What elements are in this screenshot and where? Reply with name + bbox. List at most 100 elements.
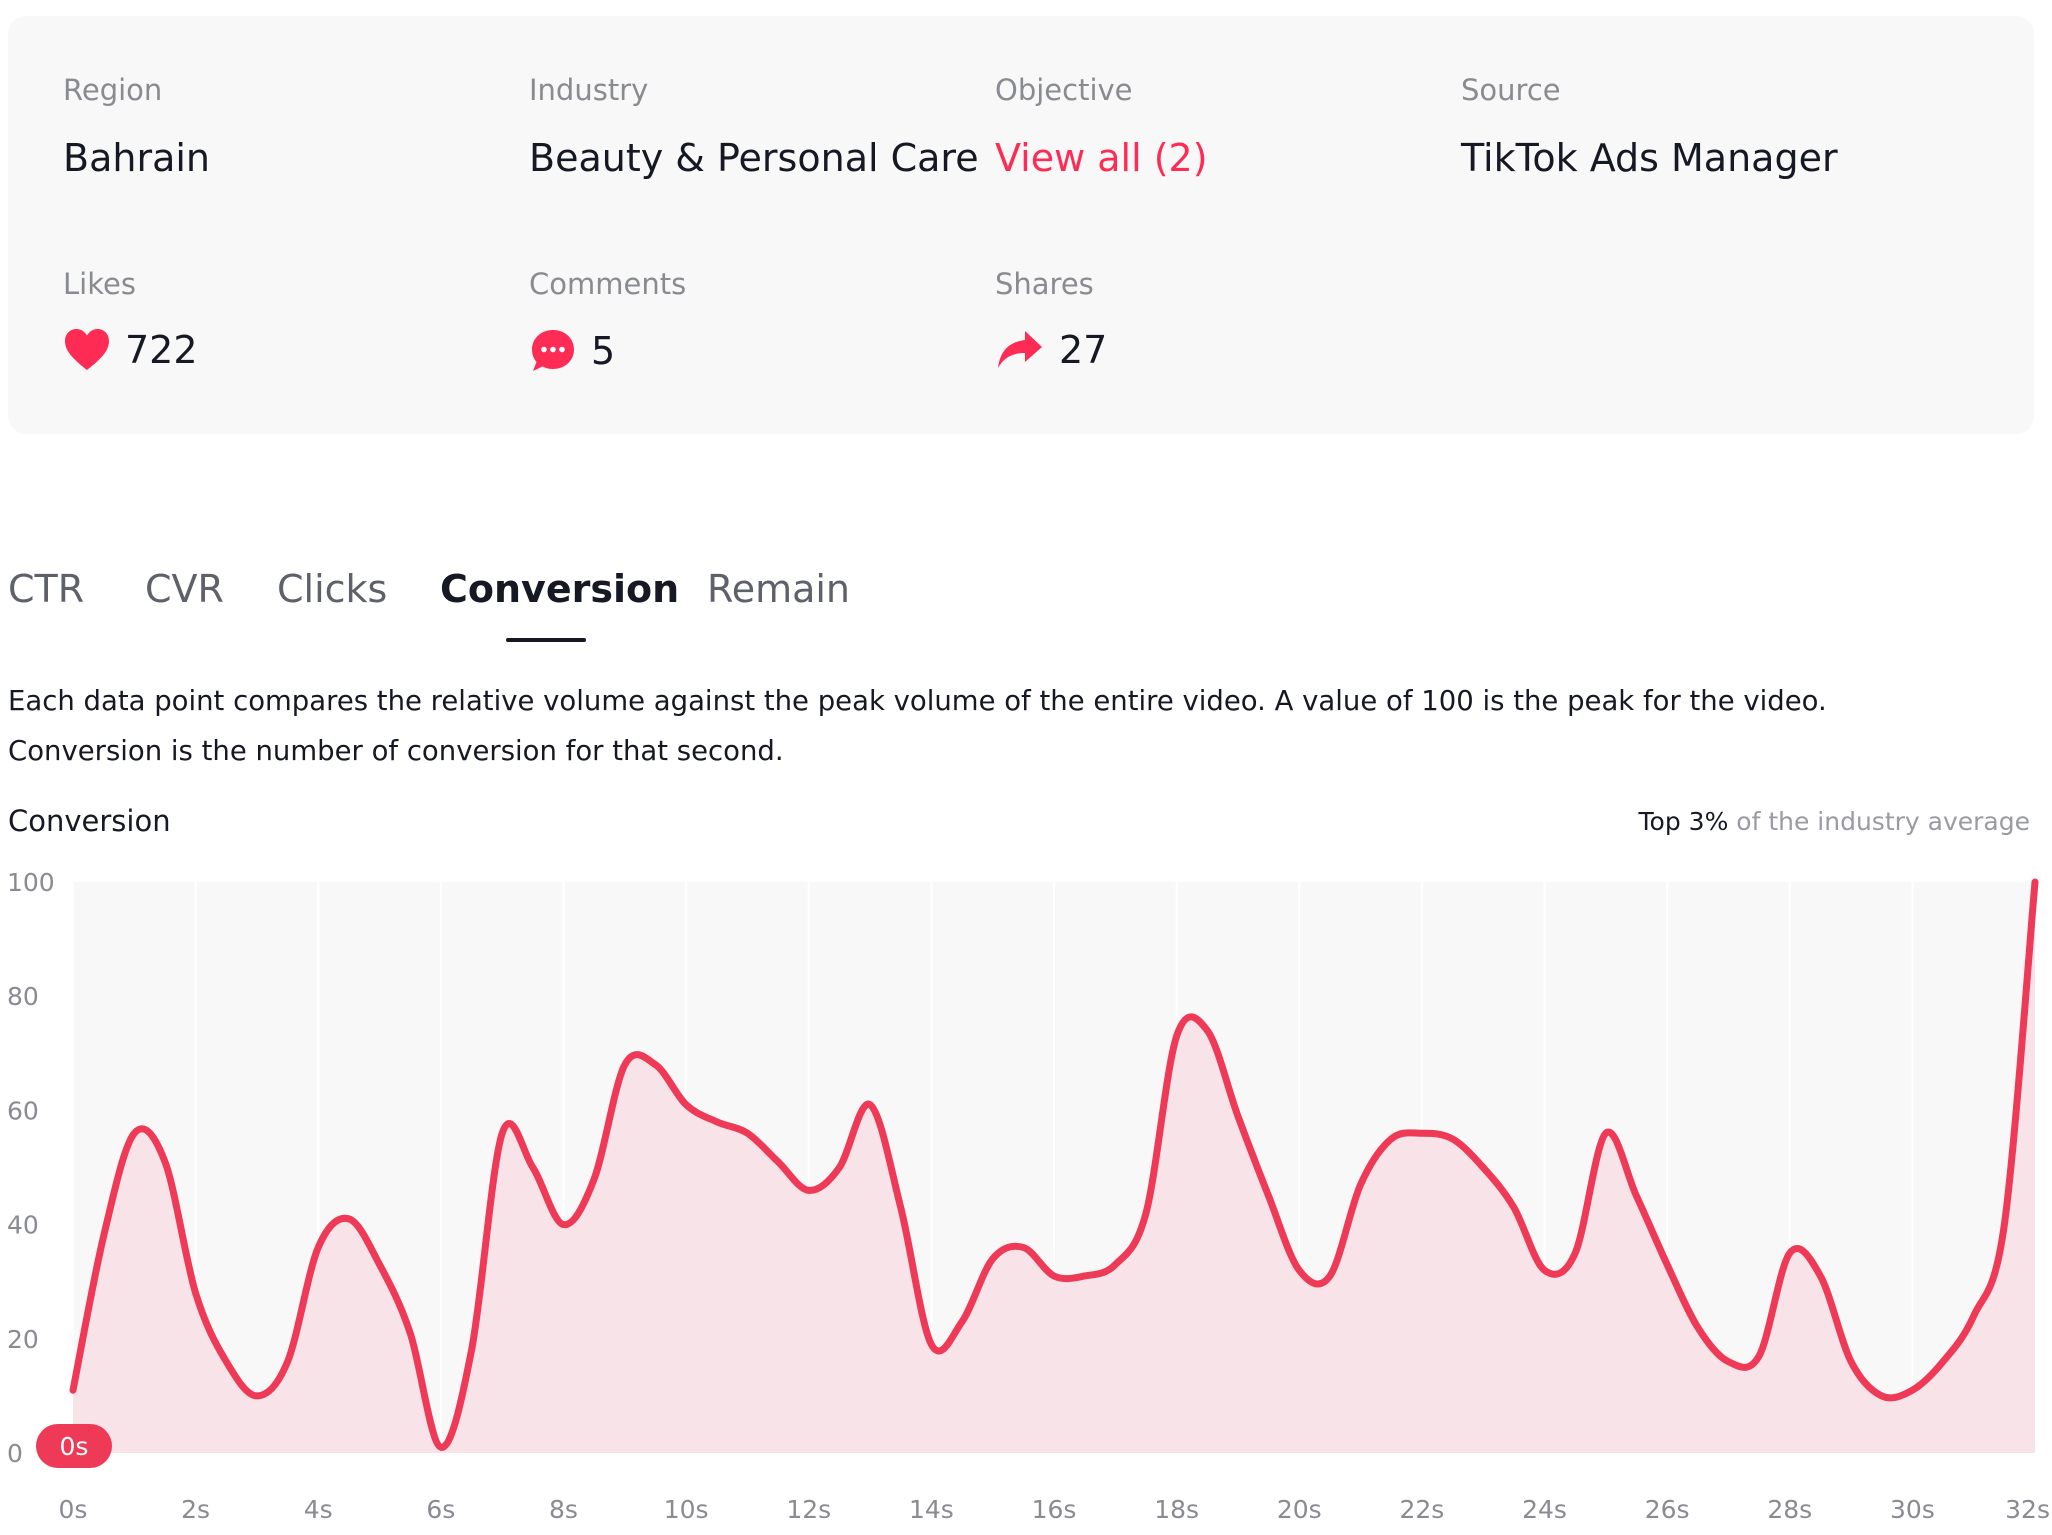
- tab-ctr[interactable]: CTR: [8, 567, 85, 611]
- data-point[interactable]: [312, 1241, 324, 1253]
- data-point[interactable]: [1109, 1259, 1121, 1271]
- tab-clicks[interactable]: Clicks: [277, 567, 388, 611]
- x-tick-label: 8s: [549, 1495, 578, 1524]
- region-value: Bahrain: [63, 136, 210, 180]
- data-point[interactable]: [1661, 1259, 1673, 1271]
- data-point[interactable]: [803, 1184, 815, 1196]
- data-point[interactable]: [1385, 1133, 1397, 1145]
- x-tick-label: 12s: [786, 1495, 831, 1524]
- data-point[interactable]: [2029, 876, 2041, 888]
- data-point[interactable]: [1784, 1247, 1796, 1259]
- data-point[interactable]: [1447, 1133, 1459, 1145]
- data-point[interactable]: [680, 1099, 692, 1111]
- data-point[interactable]: [1722, 1356, 1734, 1368]
- data-point[interactable]: [98, 1230, 110, 1242]
- shares-field: Shares 27: [995, 270, 1107, 370]
- data-point[interactable]: [1876, 1390, 1888, 1402]
- data-point[interactable]: [1017, 1241, 1029, 1253]
- conversion-line: [69, 878, 2039, 1451]
- x-tick-label: 28s: [1767, 1495, 1812, 1524]
- tab-remain[interactable]: Remain: [707, 567, 851, 611]
- data-point[interactable]: [1906, 1384, 1918, 1396]
- data-point[interactable]: [343, 1213, 355, 1225]
- data-point[interactable]: [895, 1201, 907, 1213]
- data-point[interactable]: [190, 1287, 202, 1299]
- likes-label: Likes: [63, 267, 136, 301]
- x-tick-label: 2s: [181, 1495, 210, 1524]
- data-point[interactable]: [1324, 1270, 1336, 1282]
- region-label: Region: [63, 73, 163, 107]
- active-tab-indicator: [506, 638, 586, 642]
- comments-count: 5: [591, 329, 616, 373]
- data-point[interactable]: [833, 1162, 845, 1174]
- data-point[interactable]: [1263, 1190, 1275, 1202]
- data-point[interactable]: [1048, 1270, 1060, 1282]
- data-point[interactable]: [466, 1344, 478, 1356]
- data-point[interactable]: [1845, 1356, 1857, 1368]
- x-tick-label: 14s: [909, 1495, 954, 1524]
- data-point[interactable]: [1600, 1127, 1612, 1139]
- shares-count: 27: [1059, 328, 1108, 372]
- data-point[interactable]: [1569, 1247, 1581, 1259]
- x-tick-label: 4s: [304, 1495, 333, 1524]
- x-tick-label: 30s: [1890, 1495, 1935, 1524]
- data-point[interactable]: [1937, 1356, 1949, 1368]
- data-point[interactable]: [588, 1173, 600, 1185]
- data-point[interactable]: [67, 1384, 79, 1396]
- data-point[interactable]: [1998, 1219, 2010, 1231]
- data-point[interactable]: [1630, 1190, 1642, 1202]
- data-point[interactable]: [1968, 1310, 1980, 1322]
- data-point[interactable]: [435, 1441, 447, 1453]
- data-point[interactable]: [1232, 1110, 1244, 1122]
- data-point[interactable]: [1753, 1350, 1765, 1362]
- data-point[interactable]: [864, 1099, 876, 1111]
- data-point[interactable]: [1171, 1030, 1183, 1042]
- objective-view-all-link[interactable]: View all (2): [995, 136, 1208, 180]
- data-point[interactable]: [251, 1390, 263, 1402]
- likes-field: Likes 722: [63, 267, 198, 370]
- data-point[interactable]: [558, 1219, 570, 1231]
- data-point[interactable]: [1201, 1024, 1213, 1036]
- data-point[interactable]: [711, 1116, 723, 1128]
- industry-rank-text: of the industry average: [1728, 807, 2030, 836]
- data-point[interactable]: [159, 1156, 171, 1168]
- source-label: Source: [1461, 73, 1561, 107]
- tab-cvr[interactable]: CVR: [145, 567, 224, 611]
- playhead-marker[interactable]: 0s: [36, 1424, 112, 1468]
- data-point[interactable]: [496, 1127, 508, 1139]
- data-point[interactable]: [282, 1356, 294, 1368]
- x-tick-label: 32s: [2005, 1495, 2050, 1524]
- data-point[interactable]: [527, 1162, 539, 1174]
- data-point[interactable]: [1416, 1127, 1428, 1139]
- data-point[interactable]: [925, 1339, 937, 1351]
- y-axis-ticks: 0 20 40 60 80 100: [7, 868, 55, 1468]
- data-point[interactable]: [374, 1259, 386, 1271]
- data-point[interactable]: [220, 1356, 232, 1368]
- tab-conversion[interactable]: Conversion: [440, 567, 680, 611]
- data-point[interactable]: [1079, 1270, 1091, 1282]
- data-point[interactable]: [1140, 1207, 1152, 1219]
- data-point[interactable]: [1692, 1321, 1704, 1333]
- data-point[interactable]: [987, 1253, 999, 1265]
- data-point[interactable]: [1355, 1179, 1367, 1191]
- data-point[interactable]: [772, 1156, 784, 1168]
- data-point[interactable]: [1814, 1270, 1826, 1282]
- y-tick-label: 100: [7, 868, 55, 897]
- x-tick-label: 24s: [1522, 1495, 1567, 1524]
- chart-description: Each data point compares the relative vo…: [8, 676, 2008, 776]
- likes-count: 722: [125, 328, 198, 372]
- source-field: Source TikTok Ads Manager: [1461, 73, 1838, 178]
- data-point[interactable]: [741, 1127, 753, 1139]
- description-line-2: Conversion is the number of conversion f…: [8, 735, 784, 767]
- data-point[interactable]: [128, 1127, 140, 1139]
- playhead-pill[interactable]: [36, 1424, 112, 1468]
- data-point[interactable]: [1539, 1264, 1551, 1276]
- data-point[interactable]: [404, 1327, 416, 1339]
- data-point[interactable]: [619, 1059, 631, 1071]
- data-point[interactable]: [1508, 1201, 1520, 1213]
- y-tick-label: 0: [7, 1439, 23, 1468]
- data-point[interactable]: [1477, 1162, 1489, 1174]
- data-point[interactable]: [1293, 1264, 1305, 1276]
- data-point[interactable]: [956, 1316, 968, 1328]
- data-point[interactable]: [649, 1059, 661, 1071]
